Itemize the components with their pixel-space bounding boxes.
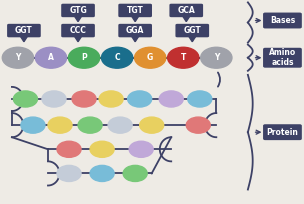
FancyBboxPatch shape bbox=[61, 4, 95, 17]
Text: Bases: Bases bbox=[270, 16, 295, 25]
Circle shape bbox=[159, 91, 183, 107]
Text: GGA: GGA bbox=[126, 26, 144, 35]
Circle shape bbox=[2, 47, 33, 68]
Circle shape bbox=[168, 47, 199, 68]
Circle shape bbox=[78, 117, 102, 133]
Circle shape bbox=[21, 117, 45, 133]
Polygon shape bbox=[74, 36, 82, 42]
Text: TGT: TGT bbox=[127, 6, 143, 15]
Circle shape bbox=[90, 165, 114, 182]
Text: Y: Y bbox=[15, 53, 21, 62]
Circle shape bbox=[135, 47, 166, 68]
Polygon shape bbox=[182, 16, 190, 22]
Circle shape bbox=[129, 141, 153, 157]
Circle shape bbox=[35, 47, 67, 68]
Text: CCC: CCC bbox=[70, 26, 86, 35]
FancyBboxPatch shape bbox=[118, 24, 152, 37]
FancyBboxPatch shape bbox=[263, 124, 302, 140]
FancyBboxPatch shape bbox=[7, 24, 41, 37]
Circle shape bbox=[68, 47, 100, 68]
FancyBboxPatch shape bbox=[61, 24, 95, 37]
Circle shape bbox=[128, 91, 152, 107]
Circle shape bbox=[90, 141, 114, 157]
Circle shape bbox=[123, 165, 147, 182]
Circle shape bbox=[201, 47, 232, 68]
Polygon shape bbox=[74, 16, 82, 22]
Circle shape bbox=[140, 117, 164, 133]
Text: Amino
acids: Amino acids bbox=[269, 48, 296, 68]
Circle shape bbox=[48, 117, 72, 133]
FancyBboxPatch shape bbox=[263, 48, 302, 68]
Circle shape bbox=[186, 117, 210, 133]
Polygon shape bbox=[131, 16, 139, 22]
Polygon shape bbox=[131, 36, 139, 42]
Text: P: P bbox=[81, 53, 87, 62]
Text: GTG: GTG bbox=[69, 6, 87, 15]
Circle shape bbox=[57, 165, 81, 182]
FancyBboxPatch shape bbox=[118, 4, 152, 17]
Circle shape bbox=[99, 91, 123, 107]
Text: GCA: GCA bbox=[177, 6, 195, 15]
Circle shape bbox=[188, 91, 212, 107]
FancyBboxPatch shape bbox=[263, 13, 302, 28]
Circle shape bbox=[13, 91, 37, 107]
Text: G: G bbox=[147, 53, 153, 62]
Circle shape bbox=[57, 141, 81, 157]
Polygon shape bbox=[20, 36, 28, 42]
Circle shape bbox=[42, 91, 66, 107]
FancyBboxPatch shape bbox=[169, 4, 203, 17]
Circle shape bbox=[108, 117, 132, 133]
Text: Protein: Protein bbox=[267, 128, 299, 137]
Polygon shape bbox=[188, 36, 196, 42]
Text: Y: Y bbox=[214, 53, 219, 62]
Text: GGT: GGT bbox=[183, 26, 201, 35]
Circle shape bbox=[102, 47, 133, 68]
Text: A: A bbox=[48, 53, 54, 62]
Text: C: C bbox=[114, 53, 120, 62]
Text: T: T bbox=[181, 53, 186, 62]
FancyBboxPatch shape bbox=[175, 24, 209, 37]
Circle shape bbox=[72, 91, 96, 107]
Text: GGT: GGT bbox=[15, 26, 33, 35]
